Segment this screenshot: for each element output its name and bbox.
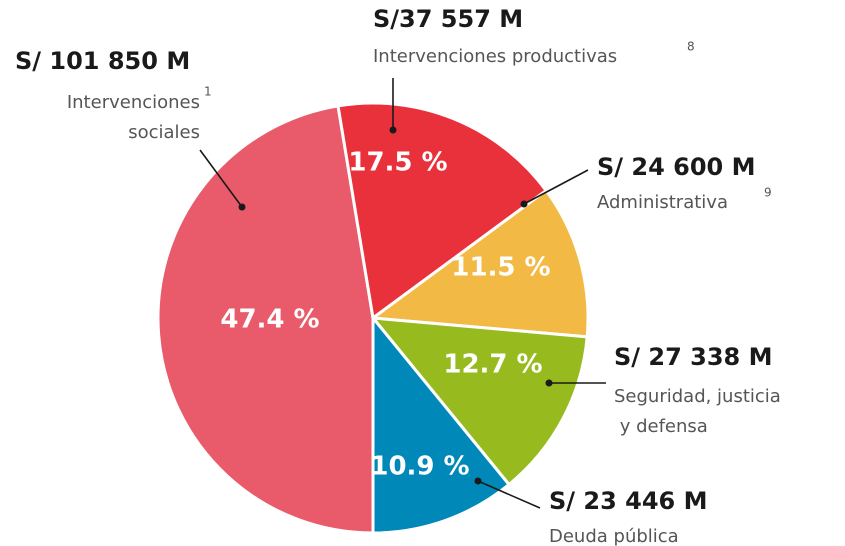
- category-label: Deuda pública: [549, 526, 679, 546]
- leader-line: [199, 149, 243, 208]
- amount-label: S/ 101 850 M: [15, 47, 190, 75]
- footnote-ref: 9: [764, 186, 772, 200]
- amount-label: S/ 24 600 M: [597, 153, 756, 181]
- leader-dot: [474, 477, 482, 485]
- percent-label: 12.7 %: [443, 350, 542, 380]
- leader-line: [523, 169, 589, 205]
- category-label: Intervenciones productivas: [373, 46, 617, 67]
- percent-label: 11.5 %: [451, 253, 550, 283]
- percent-label: 10.9 %: [370, 452, 469, 482]
- category-label: Intervenciones sociales: [67, 92, 200, 143]
- pie-slice: [336, 101, 548, 320]
- pie-slice: [156, 104, 375, 535]
- category-line: y defensa: [614, 416, 708, 437]
- footnote-ref: 1: [204, 85, 212, 99]
- leader-dot: [545, 379, 553, 387]
- category-line: sociales: [123, 122, 201, 143]
- amount-label: S/ 27 338 M: [614, 343, 773, 371]
- category-label: Administrativa: [597, 192, 728, 213]
- amount-label: S/37 557 M: [373, 5, 523, 33]
- percent-label: 17.5 %: [348, 148, 447, 178]
- leader-dot: [389, 126, 397, 134]
- leader-line: [477, 480, 541, 509]
- pie-slice: [371, 189, 590, 339]
- footnote-ref: 8: [687, 40, 695, 54]
- pie-slice: [371, 316, 589, 487]
- category-line: Intervenciones: [67, 92, 200, 113]
- leader-dot: [238, 203, 246, 211]
- leader-dot: [520, 200, 528, 208]
- category-line: Seguridad, justicia: [614, 386, 781, 407]
- percent-label: 47.4 %: [220, 305, 319, 335]
- category-label: Seguridad, justicia y defensa: [614, 386, 781, 437]
- amount-label: S/ 23 446 M: [549, 487, 708, 515]
